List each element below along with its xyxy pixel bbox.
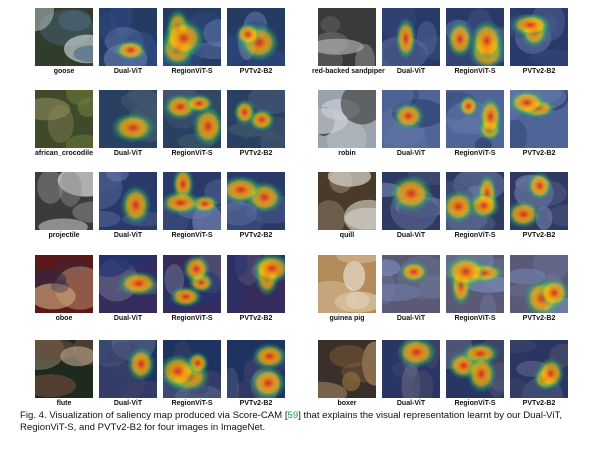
saliency-map bbox=[382, 8, 440, 66]
method-label: PVTv2-B2 bbox=[522, 232, 556, 239]
class-label: quill bbox=[339, 232, 355, 239]
method-label: PVTv2-B2 bbox=[239, 68, 273, 75]
saliency-map bbox=[446, 8, 504, 66]
method-label: RegionViT-S bbox=[454, 315, 496, 322]
class-label: robin bbox=[338, 150, 356, 157]
class-label: red-backed sandpiper bbox=[312, 68, 385, 75]
method-label: PVTv2-B2 bbox=[239, 232, 273, 239]
saliency-map bbox=[227, 8, 285, 66]
figure-row: guinea pig Dual-ViT RegionViT-S PVTv2-B2 bbox=[318, 255, 600, 327]
figure-row: red-backed sandpiper Dual-ViT RegionViT-S P… bbox=[312, 8, 600, 80]
method-label: PVTv2-B2 bbox=[239, 400, 273, 407]
class-label: projectile bbox=[48, 232, 80, 239]
class-label: boxer bbox=[337, 400, 357, 407]
saliency-map bbox=[99, 8, 157, 66]
method-label: RegionViT-S bbox=[171, 150, 213, 157]
method-label: Dual-ViT bbox=[113, 150, 143, 157]
saliency-map bbox=[227, 90, 285, 148]
saliency-map bbox=[163, 172, 221, 230]
saliency-map bbox=[446, 172, 504, 230]
caption-prefix: Fig. 4. Visualization of saliency map pr… bbox=[20, 410, 288, 421]
figure-row: goose Dual-ViT RegionViT-S PVTv2-B2 bbox=[35, 8, 325, 80]
class-label: goose bbox=[53, 68, 75, 75]
figure-row: oboe Dual-ViT RegionViT-S PVTv2-B2 bbox=[35, 255, 325, 327]
method-label: Dual-ViT bbox=[396, 150, 426, 157]
class-label: flute bbox=[56, 400, 72, 407]
method-label: RegionViT-S bbox=[171, 400, 213, 407]
figure-row: african_crocodile Dual-ViT RegionViT-S PVTv… bbox=[35, 90, 325, 162]
method-label: RegionViT-S bbox=[454, 400, 496, 407]
saliency-map bbox=[510, 172, 568, 230]
saliency-map bbox=[227, 172, 285, 230]
method-label: Dual-ViT bbox=[396, 400, 426, 407]
method-label: RegionViT-S bbox=[454, 232, 496, 239]
figure-caption: Fig. 4. Visualization of saliency map pr… bbox=[20, 410, 590, 434]
input-image bbox=[35, 8, 93, 66]
figure-row: projectile Dual-ViT RegionViT-S PVTv2-B2 bbox=[35, 172, 325, 244]
method-label: Dual-ViT bbox=[113, 315, 143, 322]
saliency-map bbox=[99, 340, 157, 398]
saliency-map bbox=[227, 255, 285, 313]
saliency-map bbox=[99, 172, 157, 230]
method-label: Dual-ViT bbox=[396, 232, 426, 239]
caption-suffix: ] that explains the visual representatio… bbox=[20, 410, 562, 433]
method-label: PVTv2-B2 bbox=[522, 400, 556, 407]
method-label: PVTv2-B2 bbox=[522, 68, 556, 75]
method-label: Dual-ViT bbox=[396, 315, 426, 322]
saliency-map bbox=[382, 255, 440, 313]
method-label: PVTv2-B2 bbox=[239, 315, 273, 322]
method-label: RegionViT-S bbox=[171, 315, 213, 322]
saliency-map bbox=[99, 255, 157, 313]
class-label: african_crocodile bbox=[35, 150, 93, 157]
input-image bbox=[318, 340, 376, 398]
saliency-map bbox=[227, 340, 285, 398]
method-label: Dual-ViT bbox=[113, 400, 143, 407]
figure-row: robin Dual-ViT RegionViT-S PVTv2-B2 bbox=[318, 90, 600, 162]
method-label: RegionViT-S bbox=[454, 150, 496, 157]
left-panel: goose Dual-ViT RegionViT-S PVTv2-B2 african_… bbox=[35, 8, 297, 407]
saliency-map bbox=[163, 340, 221, 398]
figure-row: quill Dual-ViT RegionViT-S PVTv2-B2 bbox=[318, 172, 600, 244]
saliency-map bbox=[446, 340, 504, 398]
input-image bbox=[318, 90, 376, 148]
saliency-map bbox=[163, 90, 221, 148]
input-image bbox=[35, 172, 93, 230]
input-image bbox=[318, 172, 376, 230]
method-label: PVTv2-B2 bbox=[239, 150, 273, 157]
method-label: Dual-ViT bbox=[113, 232, 143, 239]
class-label: guinea pig bbox=[329, 315, 365, 322]
citation-link[interactable]: 59 bbox=[287, 410, 299, 421]
saliency-map bbox=[510, 255, 568, 313]
saliency-map bbox=[163, 255, 221, 313]
input-image bbox=[318, 255, 376, 313]
saliency-map bbox=[510, 90, 568, 148]
figure-row: flute Dual-ViT RegionViT-S PVTv2-B2 bbox=[35, 340, 325, 412]
method-label: PVTv2-B2 bbox=[522, 315, 556, 322]
saliency-figure: goose Dual-ViT RegionViT-S PVTv2-B2 african_… bbox=[35, 8, 580, 407]
method-label: Dual-ViT bbox=[396, 68, 426, 75]
saliency-map bbox=[382, 172, 440, 230]
saliency-map bbox=[510, 8, 568, 66]
class-label: oboe bbox=[55, 315, 73, 322]
input-image bbox=[318, 8, 376, 66]
method-label: RegionViT-S bbox=[171, 68, 213, 75]
saliency-map bbox=[510, 340, 568, 398]
right-panel: red-backed sandpiper Dual-ViT RegionViT-S P… bbox=[312, 8, 580, 407]
saliency-map bbox=[99, 90, 157, 148]
figure-row: boxer Dual-ViT RegionViT-S PVTv2-B2 bbox=[318, 340, 600, 412]
input-image bbox=[35, 255, 93, 313]
method-label: PVTv2-B2 bbox=[522, 150, 556, 157]
method-label: Dual-ViT bbox=[113, 68, 143, 75]
saliency-map bbox=[382, 340, 440, 398]
saliency-map bbox=[382, 90, 440, 148]
input-image bbox=[35, 340, 93, 398]
method-label: RegionViT-S bbox=[171, 232, 213, 239]
method-label: RegionViT-S bbox=[454, 68, 496, 75]
input-image bbox=[35, 90, 93, 148]
saliency-map bbox=[163, 8, 221, 66]
saliency-map bbox=[446, 90, 504, 148]
saliency-map bbox=[446, 255, 504, 313]
